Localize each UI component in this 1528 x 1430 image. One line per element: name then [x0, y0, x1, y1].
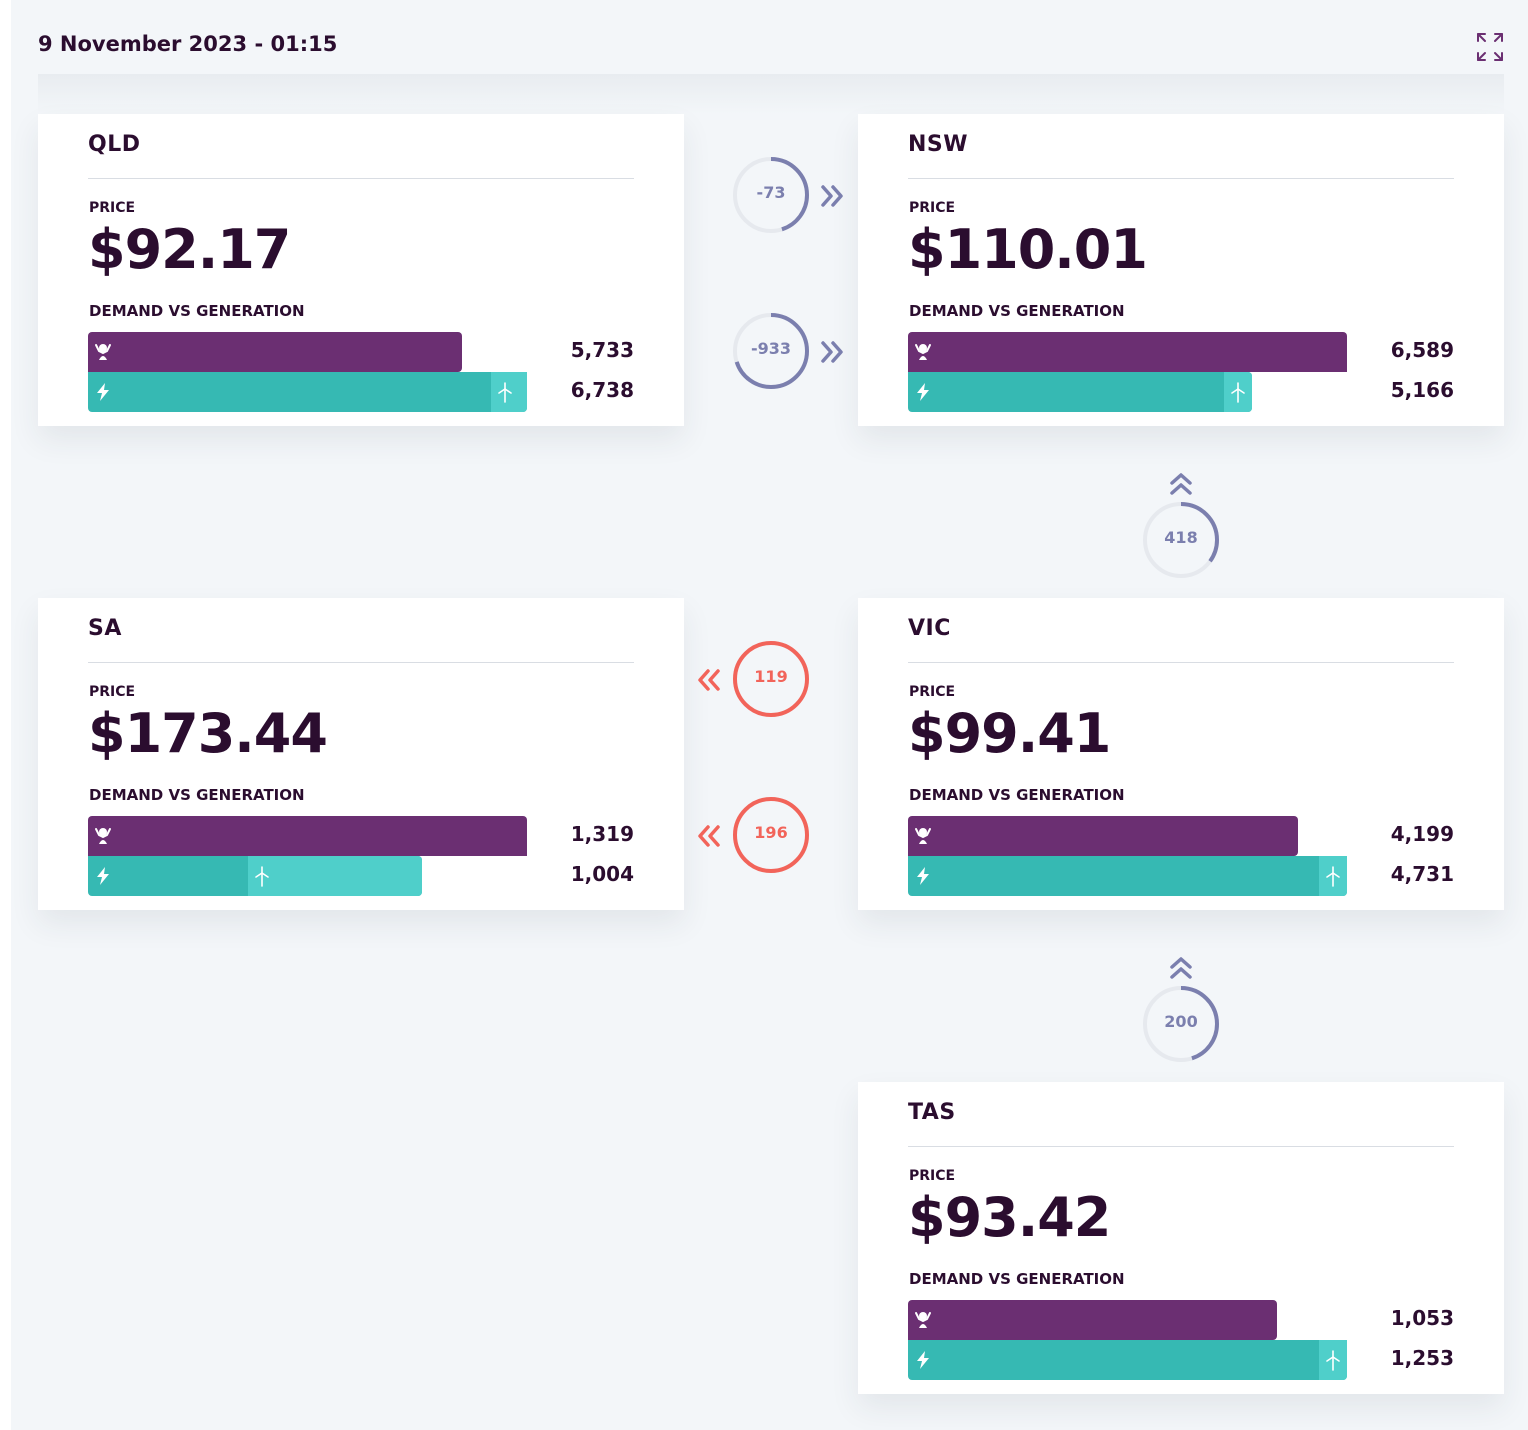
flow-ring	[733, 641, 809, 717]
page-title: 9 November 2023 - 01:15	[38, 32, 338, 56]
person-icon	[94, 342, 112, 362]
chevron-double-up-icon	[1166, 468, 1196, 498]
region-card-nsw[interactable]: NSW PRICE $110.01 DEMAND VS GENERATION 6…	[858, 114, 1504, 426]
card-divider	[908, 178, 1454, 179]
interconnector-flow-tas-vic[interactable]: 200	[1141, 984, 1221, 1064]
price-label: PRICE	[909, 200, 956, 216]
flow-value: -73	[756, 183, 786, 202]
flow-ring	[733, 157, 809, 233]
region-card-tas[interactable]: TAS PRICE $93.42 DEMAND VS GENERATION 1,…	[858, 1082, 1504, 1394]
card-divider	[88, 178, 634, 179]
card-divider	[908, 1146, 1454, 1147]
generation-bar	[908, 372, 1252, 412]
lightning-bolt-icon	[914, 1350, 932, 1370]
wind-generation-segment	[1319, 856, 1347, 896]
demand-vs-generation-label: DEMAND VS GENERATION	[909, 1270, 1125, 1288]
wind-generation-segment	[1319, 1340, 1347, 1380]
demand-bar	[88, 332, 462, 372]
region-name: SA	[88, 616, 122, 641]
flow-value: 418	[1164, 528, 1198, 547]
wind-generation-segment	[1224, 372, 1252, 412]
flow-ring	[1143, 986, 1219, 1062]
region-name: QLD	[88, 132, 141, 157]
price-value: $110.01	[908, 218, 1148, 281]
flow-value: 119	[754, 667, 788, 686]
lightning-bolt-icon	[914, 382, 932, 402]
demand-value: 6,589	[1390, 338, 1454, 362]
generation-bar	[88, 856, 422, 896]
region-name: TAS	[908, 1100, 956, 1125]
generation-value: 6,738	[570, 378, 634, 402]
flow-value: -933	[750, 339, 792, 358]
demand-bar	[908, 1300, 1277, 1340]
region-name: NSW	[908, 132, 969, 157]
interconnector-flow-vic-sa-1[interactable]: 119	[731, 639, 811, 719]
demand-vs-generation-label: DEMAND VS GENERATION	[909, 786, 1125, 804]
lightning-bolt-icon	[914, 866, 932, 886]
demand-value: 4,199	[1390, 822, 1454, 846]
demand-vs-generation-label: DEMAND VS GENERATION	[909, 302, 1125, 320]
price-label: PRICE	[89, 684, 136, 700]
demand-bar	[908, 332, 1347, 372]
person-icon	[914, 1310, 932, 1330]
chevron-double-up-icon	[1166, 952, 1196, 982]
interconnector-flow-qld-nsw-1[interactable]: -73	[731, 155, 811, 235]
person-icon	[914, 826, 932, 846]
price-label: PRICE	[89, 200, 136, 216]
generation-value: 1,253	[1390, 1346, 1454, 1370]
price-label: PRICE	[909, 1168, 956, 1184]
interconnector-flow-vic-nsw[interactable]: 418	[1141, 500, 1221, 580]
generation-value: 1,004	[570, 862, 634, 886]
wind-generation-segment	[491, 372, 527, 412]
region-card-sa[interactable]: SA PRICE $173.44 DEMAND VS GENERATION 1,…	[38, 598, 684, 910]
demand-value: 5,733	[570, 338, 634, 362]
demand-value: 1,053	[1390, 1306, 1454, 1330]
price-value: $93.42	[908, 1186, 1111, 1249]
generation-value: 4,731	[1390, 862, 1454, 886]
demand-vs-generation-label: DEMAND VS GENERATION	[89, 786, 305, 804]
person-icon	[94, 826, 112, 846]
card-divider	[88, 662, 634, 663]
demand-bar	[88, 816, 527, 856]
wind-generation-segment	[248, 856, 422, 896]
region-name: VIC	[908, 616, 951, 641]
interconnector-flow-qld-nsw-2[interactable]: -933	[731, 311, 811, 391]
chevron-double-right-icon	[818, 337, 848, 367]
lightning-bolt-icon	[94, 382, 112, 402]
region-card-qld[interactable]: QLD PRICE $92.17 DEMAND VS GENERATION 5,…	[38, 114, 684, 426]
price-value: $173.44	[88, 702, 328, 765]
chevron-double-right-icon	[818, 181, 848, 211]
flow-value: 196	[754, 823, 788, 842]
price-value: $99.41	[908, 702, 1111, 765]
generation-bar	[908, 856, 1347, 896]
interconnector-flow-vic-sa-2[interactable]: 196	[731, 795, 811, 875]
lightning-bolt-icon	[94, 866, 112, 886]
demand-value: 1,319	[570, 822, 634, 846]
flow-ring	[1143, 502, 1219, 578]
chevron-double-left-icon	[693, 665, 723, 695]
demand-vs-generation-label: DEMAND VS GENERATION	[89, 302, 305, 320]
price-label: PRICE	[909, 684, 956, 700]
expand-icon[interactable]	[1476, 32, 1504, 62]
generation-bar	[88, 372, 527, 412]
generation-bar	[908, 1340, 1347, 1380]
flow-ring	[733, 313, 809, 389]
price-value: $92.17	[88, 218, 291, 281]
chevron-double-left-icon	[693, 821, 723, 851]
region-card-vic[interactable]: VIC PRICE $99.41 DEMAND VS GENERATION 4,…	[858, 598, 1504, 910]
person-icon	[914, 342, 932, 362]
demand-bar	[908, 816, 1298, 856]
flow-value: 200	[1164, 1012, 1198, 1031]
card-divider	[908, 662, 1454, 663]
flow-ring	[733, 797, 809, 873]
generation-value: 5,166	[1390, 378, 1454, 402]
header: 9 November 2023 - 01:15	[38, 28, 1504, 75]
